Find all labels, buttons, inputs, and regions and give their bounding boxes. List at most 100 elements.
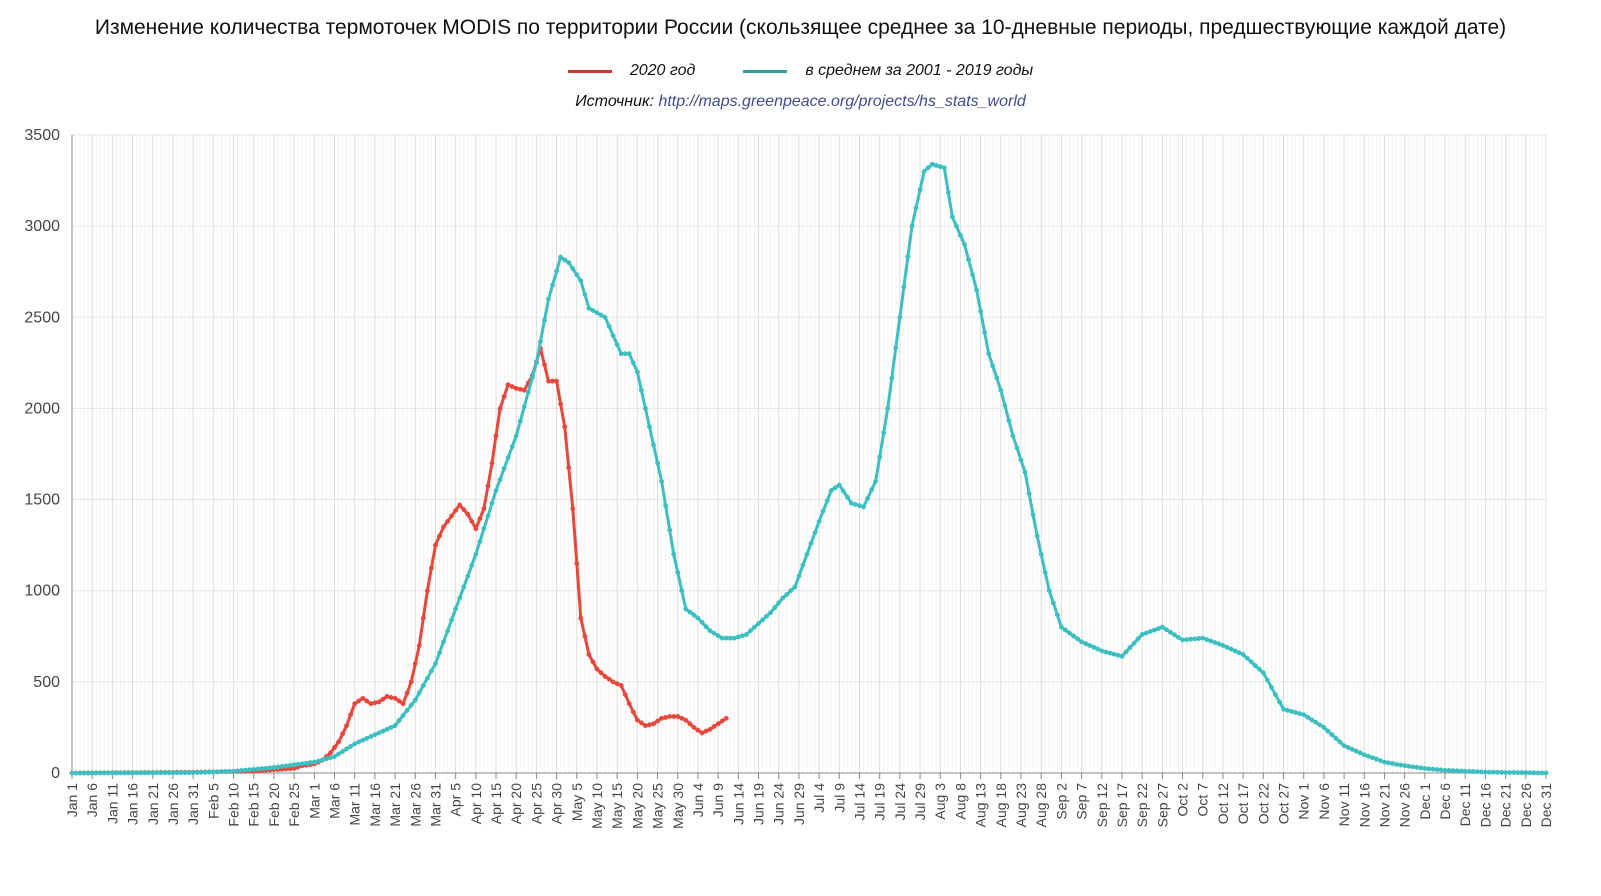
data-point-2020: [562, 424, 568, 430]
data-point-average: [1244, 655, 1250, 661]
data-point-2020: [582, 633, 588, 639]
data-point-average: [937, 164, 943, 170]
data-point-2020: [671, 714, 677, 719]
data-point-2020: [598, 670, 604, 676]
data-point-average: [81, 770, 87, 776]
data-point-average: [893, 345, 899, 351]
data-point-average: [695, 615, 701, 621]
data-point-average: [1091, 644, 1097, 650]
x-tick-label: Feb 25: [286, 783, 302, 827]
data-point-average: [1184, 637, 1190, 643]
data-point-2020: [396, 698, 402, 704]
data-point-average: [828, 488, 834, 493]
data-point-average: [287, 762, 293, 768]
x-tick-label: Jun 24: [771, 783, 787, 825]
x-tick-label: Nov 16: [1356, 783, 1372, 828]
x-tick-label: Jul 24: [892, 783, 908, 821]
data-point-average: [1204, 637, 1210, 643]
data-point-average: [210, 769, 216, 775]
x-tick-label: Dec 31: [1538, 783, 1554, 828]
data-point-average: [647, 424, 652, 430]
data-point-average: [784, 591, 790, 597]
x-tick-label: Oct 22: [1255, 783, 1271, 824]
data-point-average: [707, 628, 713, 634]
data-point-average: [1474, 769, 1480, 775]
data-point-average: [1167, 629, 1173, 635]
data-point-average: [1054, 612, 1060, 618]
data-point-average: [517, 418, 523, 424]
data-point-average: [1382, 759, 1387, 765]
data-point-average: [687, 609, 693, 615]
data-point-2020: [546, 378, 551, 384]
data-point-average: [1466, 768, 1472, 774]
data-point-average: [1143, 630, 1149, 636]
data-point-2020: [618, 683, 624, 688]
data-point-average: [1268, 684, 1274, 690]
data-point-average: [881, 430, 887, 436]
data-point-average: [1103, 649, 1109, 655]
data-point-average: [679, 588, 685, 594]
x-tick-label: May 10: [589, 783, 605, 829]
data-point-average: [998, 387, 1004, 393]
legend-item-average[interactable]: в среднем за 2001 - 2019 годы: [743, 62, 1033, 80]
data-point-average: [1248, 659, 1254, 665]
data-point-2020: [517, 386, 523, 392]
data-point-2020: [384, 693, 390, 699]
data-point-average: [1293, 710, 1299, 715]
data-point-average: [105, 770, 111, 776]
data-point-average: [1462, 768, 1468, 774]
legend-item-2020[interactable]: 2020 год: [567, 62, 695, 80]
data-point-average: [1511, 770, 1517, 775]
data-point-average: [723, 635, 729, 641]
data-point-2020: [352, 701, 358, 707]
source-link[interactable]: http://maps.greenpeace.org/projects/hs_s…: [658, 93, 1026, 110]
data-point-average: [1527, 770, 1533, 776]
y-tick-label: 2500: [24, 309, 60, 326]
data-point-average: [1208, 638, 1214, 644]
data-point-average: [1357, 750, 1363, 756]
x-tick-label: Jan 21: [145, 783, 161, 825]
data-point-average: [913, 205, 919, 211]
x-tick-label: Jan 16: [125, 783, 141, 825]
data-point-average: [501, 466, 507, 472]
data-point-average: [118, 770, 123, 776]
x-tick-label: Mar 31: [427, 783, 443, 827]
data-point-average: [162, 770, 168, 776]
data-point-average: [1285, 707, 1290, 713]
x-tick-label: Aug 13: [973, 783, 989, 828]
data-point-2020: [691, 724, 697, 730]
data-point-average: [622, 351, 628, 357]
data-point-2020: [715, 721, 721, 727]
data-point-average: [1386, 760, 1391, 766]
data-point-2020: [469, 518, 475, 524]
data-point-2020: [481, 506, 487, 512]
data-point-average: [1345, 745, 1351, 750]
x-tick-label: May 15: [609, 783, 625, 829]
data-point-average: [780, 595, 786, 601]
x-tick-label: Sep 12: [1094, 783, 1110, 828]
data-point-average: [921, 169, 927, 174]
data-point-average: [138, 770, 144, 776]
data-point-average: [1176, 634, 1181, 640]
data-point-average: [1139, 632, 1145, 637]
data-point-average: [126, 770, 131, 776]
chart-title: Изменение количества термоточек MODIS по…: [94, 16, 1507, 39]
data-point-average: [235, 768, 241, 774]
x-tick-label: May 20: [629, 783, 645, 829]
data-point-average: [1014, 445, 1020, 451]
data-point-2020: [356, 698, 362, 704]
data-point-average: [1406, 763, 1412, 769]
data-point-2020: [445, 518, 451, 524]
data-point-average: [683, 606, 689, 612]
y-tick-label: 3500: [24, 127, 60, 144]
data-point-average: [364, 735, 370, 741]
data-point-average: [1079, 639, 1085, 645]
x-tick-label: Mar 21: [387, 783, 403, 827]
legend: 2020 год в среднем за 2001 - 2019 годы: [0, 62, 1601, 80]
data-point-average: [315, 758, 321, 764]
data-point-average: [638, 387, 644, 393]
data-point-average: [925, 165, 931, 171]
data-point-average: [715, 633, 721, 639]
x-tick-label: Jan 26: [165, 783, 181, 825]
data-point-average: [1394, 761, 1400, 767]
